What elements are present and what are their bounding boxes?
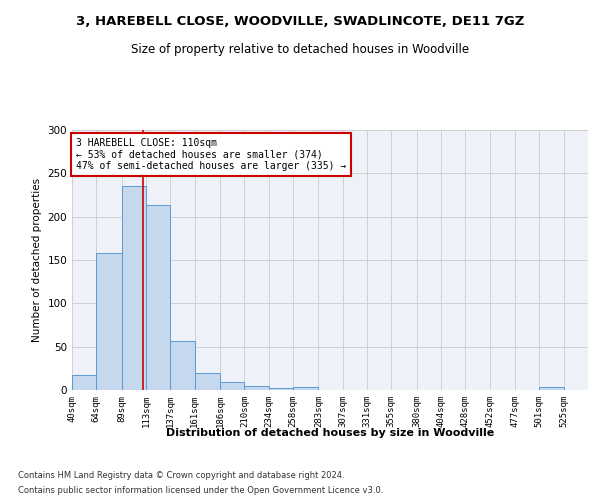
Text: 3, HAREBELL CLOSE, WOODVILLE, SWADLINCOTE, DE11 7GZ: 3, HAREBELL CLOSE, WOODVILLE, SWADLINCOT… [76,15,524,28]
Bar [122,186,146,390]
Text: Contains public sector information licensed under the Open Government Licence v3: Contains public sector information licen… [18,486,383,495]
Y-axis label: Number of detached properties: Number of detached properties [32,178,42,342]
Bar [244,386,269,390]
Bar [146,204,170,390]
Bar [220,382,244,390]
Text: Size of property relative to detached houses in Woodville: Size of property relative to detached ho… [131,42,469,56]
Text: Contains HM Land Registry data © Crown copyright and database right 2024.: Contains HM Land Registry data © Crown c… [18,471,344,480]
Bar [293,388,318,390]
Bar [539,388,563,390]
Bar [72,376,96,390]
Bar [269,388,293,390]
Bar [195,372,220,390]
Text: 3 HAREBELL CLOSE: 110sqm
← 53% of detached houses are smaller (374)
47% of semi-: 3 HAREBELL CLOSE: 110sqm ← 53% of detach… [76,138,346,171]
Text: Distribution of detached houses by size in Woodville: Distribution of detached houses by size … [166,428,494,438]
Bar [97,253,122,390]
Bar [170,342,194,390]
